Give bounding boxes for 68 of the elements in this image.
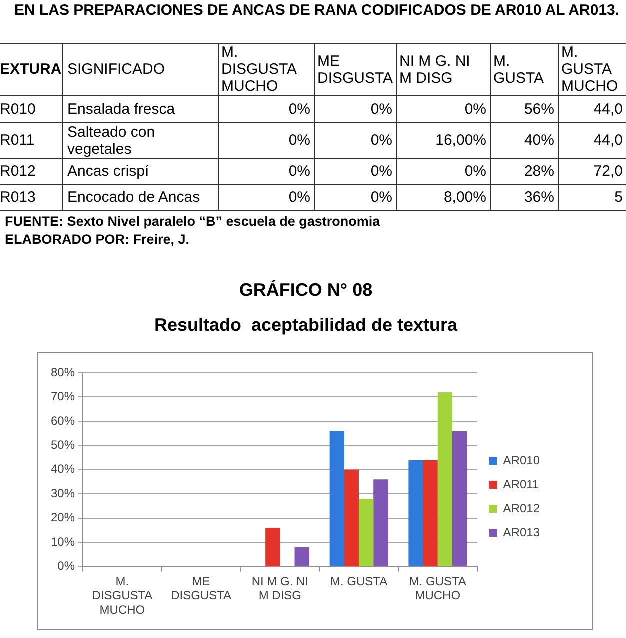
category-label: M. DISGUSTA MUCHO bbox=[218, 44, 314, 96]
legend-label: AR013 bbox=[503, 525, 540, 540]
bar bbox=[330, 431, 344, 566]
text: 0% bbox=[370, 163, 392, 180]
category-label: R013 bbox=[0, 189, 36, 206]
category-label: NI M G. NI M DISG bbox=[396, 44, 490, 96]
text: 44,0 bbox=[594, 100, 623, 118]
text: 0% bbox=[288, 163, 310, 180]
text: 0% bbox=[464, 100, 486, 118]
text: 0% bbox=[370, 100, 392, 118]
category-label: M. GUSTA bbox=[490, 44, 558, 96]
text: 8,00% bbox=[444, 189, 486, 206]
bar bbox=[266, 528, 280, 566]
y-tick-label: 60% bbox=[50, 414, 76, 428]
category-label: SIGNIFICADO bbox=[62, 44, 218, 96]
chart-subtitle: Resultado aceptabilidad de textura bbox=[153, 315, 459, 336]
bar bbox=[408, 460, 424, 566]
legend-label: AR011 bbox=[503, 477, 540, 492]
bar bbox=[374, 480, 388, 566]
y-tick-label: 50% bbox=[50, 438, 76, 452]
category-label: Ensalada fresca bbox=[68, 100, 176, 118]
y-tick-label: 0% bbox=[58, 559, 76, 574]
text: 36% bbox=[524, 189, 554, 206]
bar bbox=[452, 431, 468, 566]
y-tick-label: 30% bbox=[50, 486, 76, 500]
category-label: ME DISGUSTA bbox=[314, 44, 396, 96]
text: 0% bbox=[464, 163, 486, 180]
category-label: EXTURA bbox=[0, 44, 62, 96]
legend-label: AR012 bbox=[503, 501, 540, 516]
chart-title: GRÁFICO N° 08 bbox=[238, 280, 374, 301]
text: 16,00% bbox=[436, 132, 486, 149]
text: 56% bbox=[524, 100, 554, 118]
x-tick-label: M. GUSTA bbox=[330, 574, 388, 588]
text: EN LAS PREPARACIONES DE ANCAS DE RANA CODIFICADOS DE AR010 AL AR013. bbox=[13, 2, 621, 20]
category-label: Encocado de Ancas bbox=[68, 189, 200, 206]
bar bbox=[438, 392, 452, 566]
text: 0% bbox=[288, 132, 310, 149]
text: 44,0 bbox=[594, 132, 623, 149]
text: 5 bbox=[614, 189, 623, 206]
x-tick-label: M. DISGUSTA MUCHO bbox=[92, 574, 153, 618]
text: 28% bbox=[524, 163, 554, 180]
text: 72,0 bbox=[594, 163, 623, 180]
legend-label: AR010 bbox=[503, 453, 540, 468]
y-tick-label: 20% bbox=[50, 510, 76, 525]
text: 0% bbox=[370, 132, 392, 149]
x-tick-label: M. GUSTA MUCHO bbox=[409, 574, 466, 603]
y-tick-label: 80% bbox=[50, 365, 76, 380]
source-note: FUENTE: Sexto Nivel paralelo “B” escuela de gastronomia bbox=[5, 214, 380, 230]
text: 0% bbox=[288, 189, 310, 206]
x-tick-label: NI M G. NI M DISG bbox=[252, 574, 308, 603]
y-tick-label: 10% bbox=[50, 534, 76, 549]
category-label: Salteado con vegetales bbox=[68, 124, 156, 158]
bar bbox=[294, 547, 310, 566]
y-tick-label: 70% bbox=[50, 390, 76, 404]
category-label: M. GUSTA MUCHO bbox=[558, 44, 626, 96]
category-label: R012 bbox=[0, 163, 36, 180]
x-tick-label: ME DISGUSTA bbox=[171, 574, 232, 603]
category-label: R011 bbox=[0, 132, 35, 149]
y-tick-label: 40% bbox=[50, 462, 76, 476]
text: ELABORADO POR: Freire, J. bbox=[5, 232, 190, 248]
category-label: Ancas crispí bbox=[68, 163, 150, 180]
bar bbox=[344, 470, 360, 566]
text: 0% bbox=[288, 100, 310, 118]
category-label: R010 bbox=[0, 100, 36, 118]
text: 40% bbox=[524, 132, 554, 149]
bar bbox=[359, 498, 374, 566]
text: 0% bbox=[370, 189, 392, 206]
bar bbox=[423, 460, 438, 566]
